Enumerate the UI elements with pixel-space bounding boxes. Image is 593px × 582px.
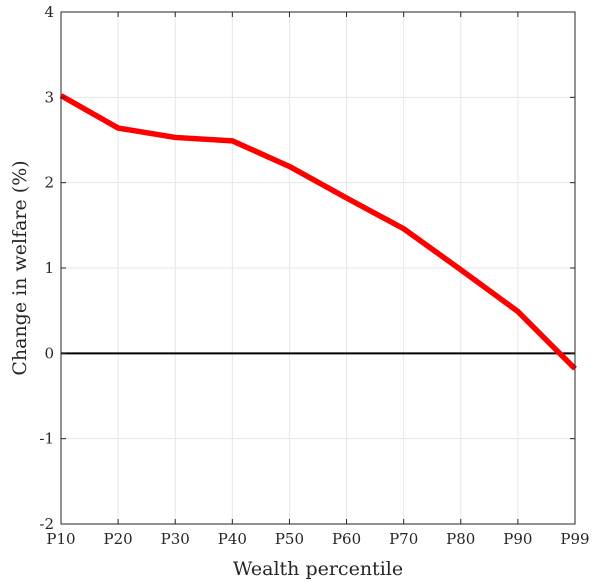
y-tick-labels: -2 -1 0 1 2 3 4 [39, 3, 54, 533]
y-tick-label: 1 [44, 259, 54, 277]
x-tick-labels: P10 P20 P30 P40 P50 P60 P70 P80 P90 P99 [46, 530, 589, 548]
x-tick-label: P10 [46, 530, 75, 548]
series-layer [59, 93, 577, 371]
y-tick-label: -2 [39, 515, 54, 533]
grid-lines [60, 11, 576, 525]
x-axis-title: Wealth percentile [233, 558, 403, 580]
series-line [59, 93, 577, 371]
y-tick-label: 3 [44, 88, 54, 106]
x-tick-label: P40 [218, 530, 247, 548]
axes-frame [60, 11, 576, 525]
y-tick-label: 4 [44, 3, 54, 21]
y-axis-title: Change in welfare (%) [9, 160, 31, 375]
y-tick-label: 2 [44, 174, 54, 192]
x-tick-label: P20 [104, 530, 133, 548]
x-tick-label: P90 [503, 530, 532, 548]
x-tick-label: P30 [161, 530, 190, 548]
x-tick-label: P50 [275, 530, 304, 548]
x-tick-label: P60 [332, 530, 361, 548]
y-tick-label: 0 [44, 344, 54, 362]
x-tick-label: P70 [389, 530, 418, 548]
y-tick-label: -1 [39, 430, 54, 448]
x-tick-label: P80 [446, 530, 475, 548]
x-tick-label: P99 [560, 530, 589, 548]
